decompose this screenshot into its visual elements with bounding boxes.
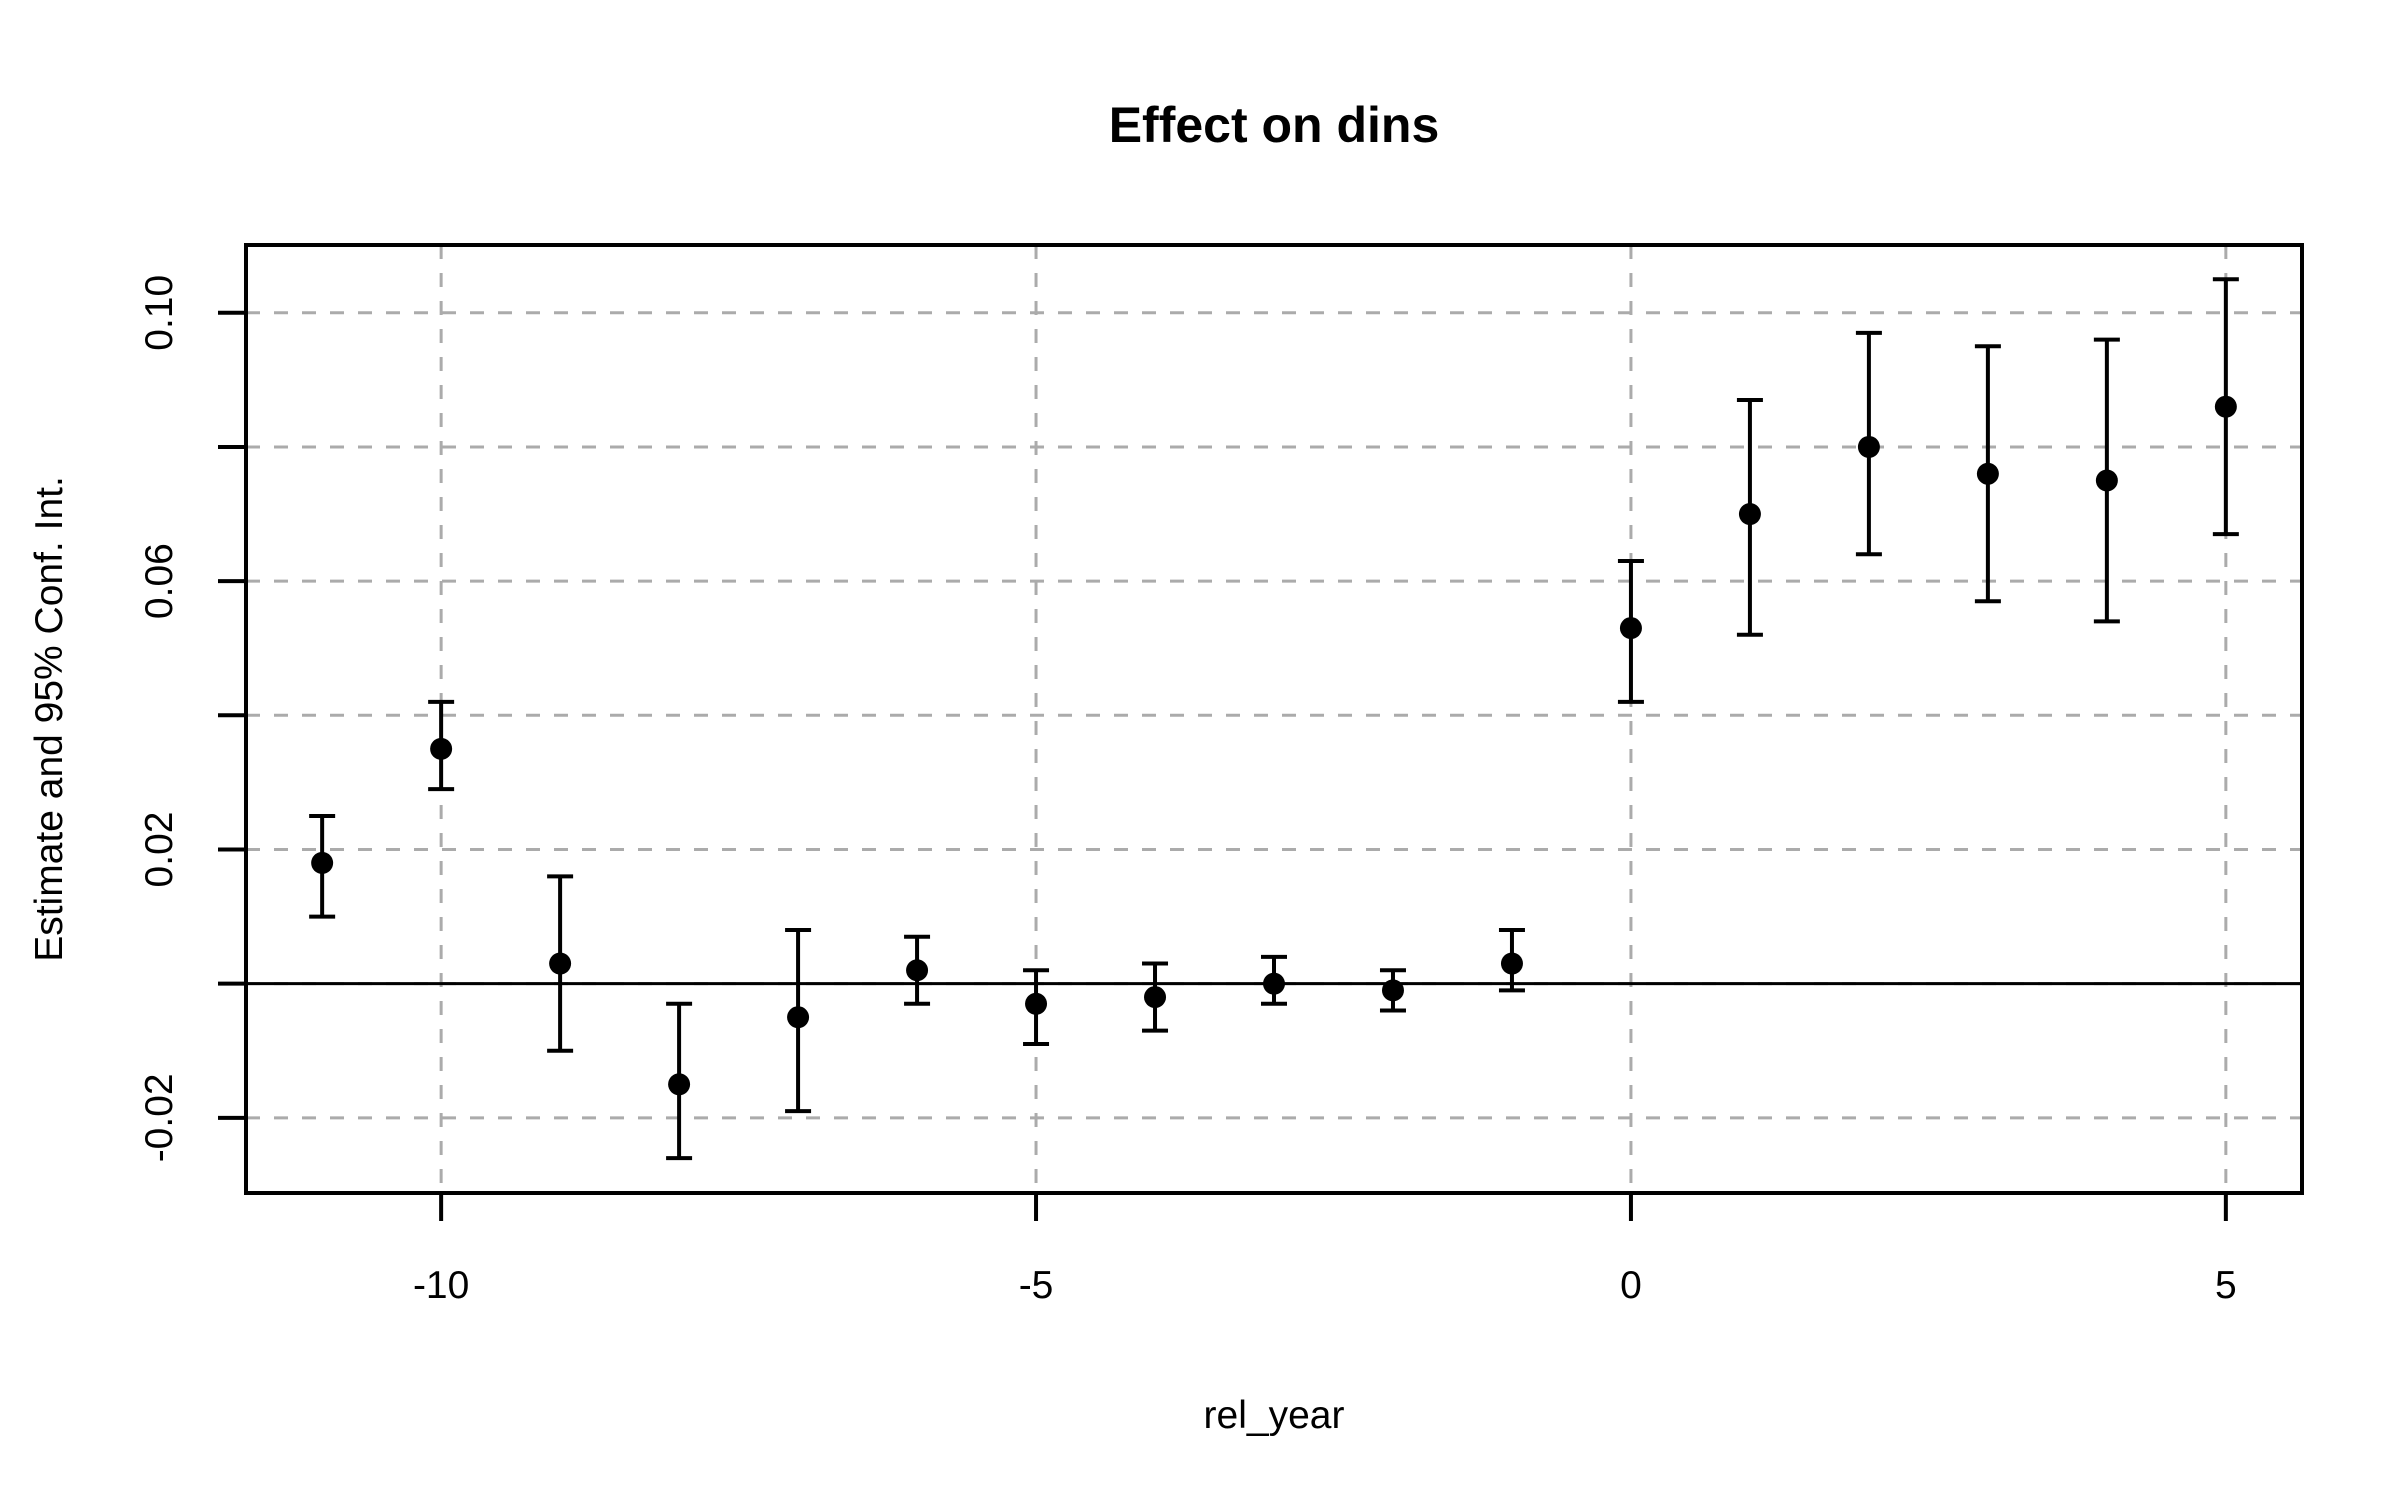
x-axis: -10 -5 0 5 bbox=[413, 1193, 2237, 1307]
y-tick-label: 0.10 bbox=[138, 275, 181, 351]
x-tick-label: 0 bbox=[1620, 1264, 1642, 1307]
y-axis: -0.02 0.02 0.06 0.10 bbox=[138, 275, 246, 1162]
data-point bbox=[906, 959, 929, 982]
y-tick-label: -0.02 bbox=[138, 1073, 181, 1162]
data-point bbox=[311, 851, 334, 874]
points-layer bbox=[311, 395, 2237, 1096]
data-point bbox=[1500, 952, 1523, 975]
x-tick-label: 5 bbox=[2215, 1264, 2237, 1307]
x-tick-label: -5 bbox=[1019, 1264, 1054, 1307]
data-point bbox=[1738, 503, 1761, 526]
data-point bbox=[1619, 617, 1642, 640]
data-point bbox=[430, 737, 453, 760]
data-point bbox=[668, 1073, 691, 1096]
error-bars-layer bbox=[309, 277, 2239, 1161]
y-axis-title: Estimate and 95% Conf. Int. bbox=[28, 476, 71, 962]
data-point bbox=[1025, 992, 1048, 1015]
data-point bbox=[787, 1006, 810, 1029]
x-tick-label: -10 bbox=[413, 1264, 469, 1307]
plot-border bbox=[244, 243, 2304, 1195]
y-tick-label: 0.02 bbox=[138, 812, 181, 888]
data-point bbox=[1144, 986, 1167, 1009]
data-point bbox=[2095, 469, 2118, 492]
data-point bbox=[1263, 972, 1285, 995]
y-tick-label: 0.06 bbox=[138, 543, 181, 619]
data-point bbox=[1976, 462, 1999, 485]
data-point bbox=[1381, 979, 1404, 1002]
data-point bbox=[549, 952, 572, 975]
x-axis-title: rel_year bbox=[1204, 1394, 1345, 1437]
chart-title: Effect on dins bbox=[1109, 97, 1440, 153]
data-point bbox=[1857, 435, 1880, 458]
data-point bbox=[2214, 395, 2237, 418]
